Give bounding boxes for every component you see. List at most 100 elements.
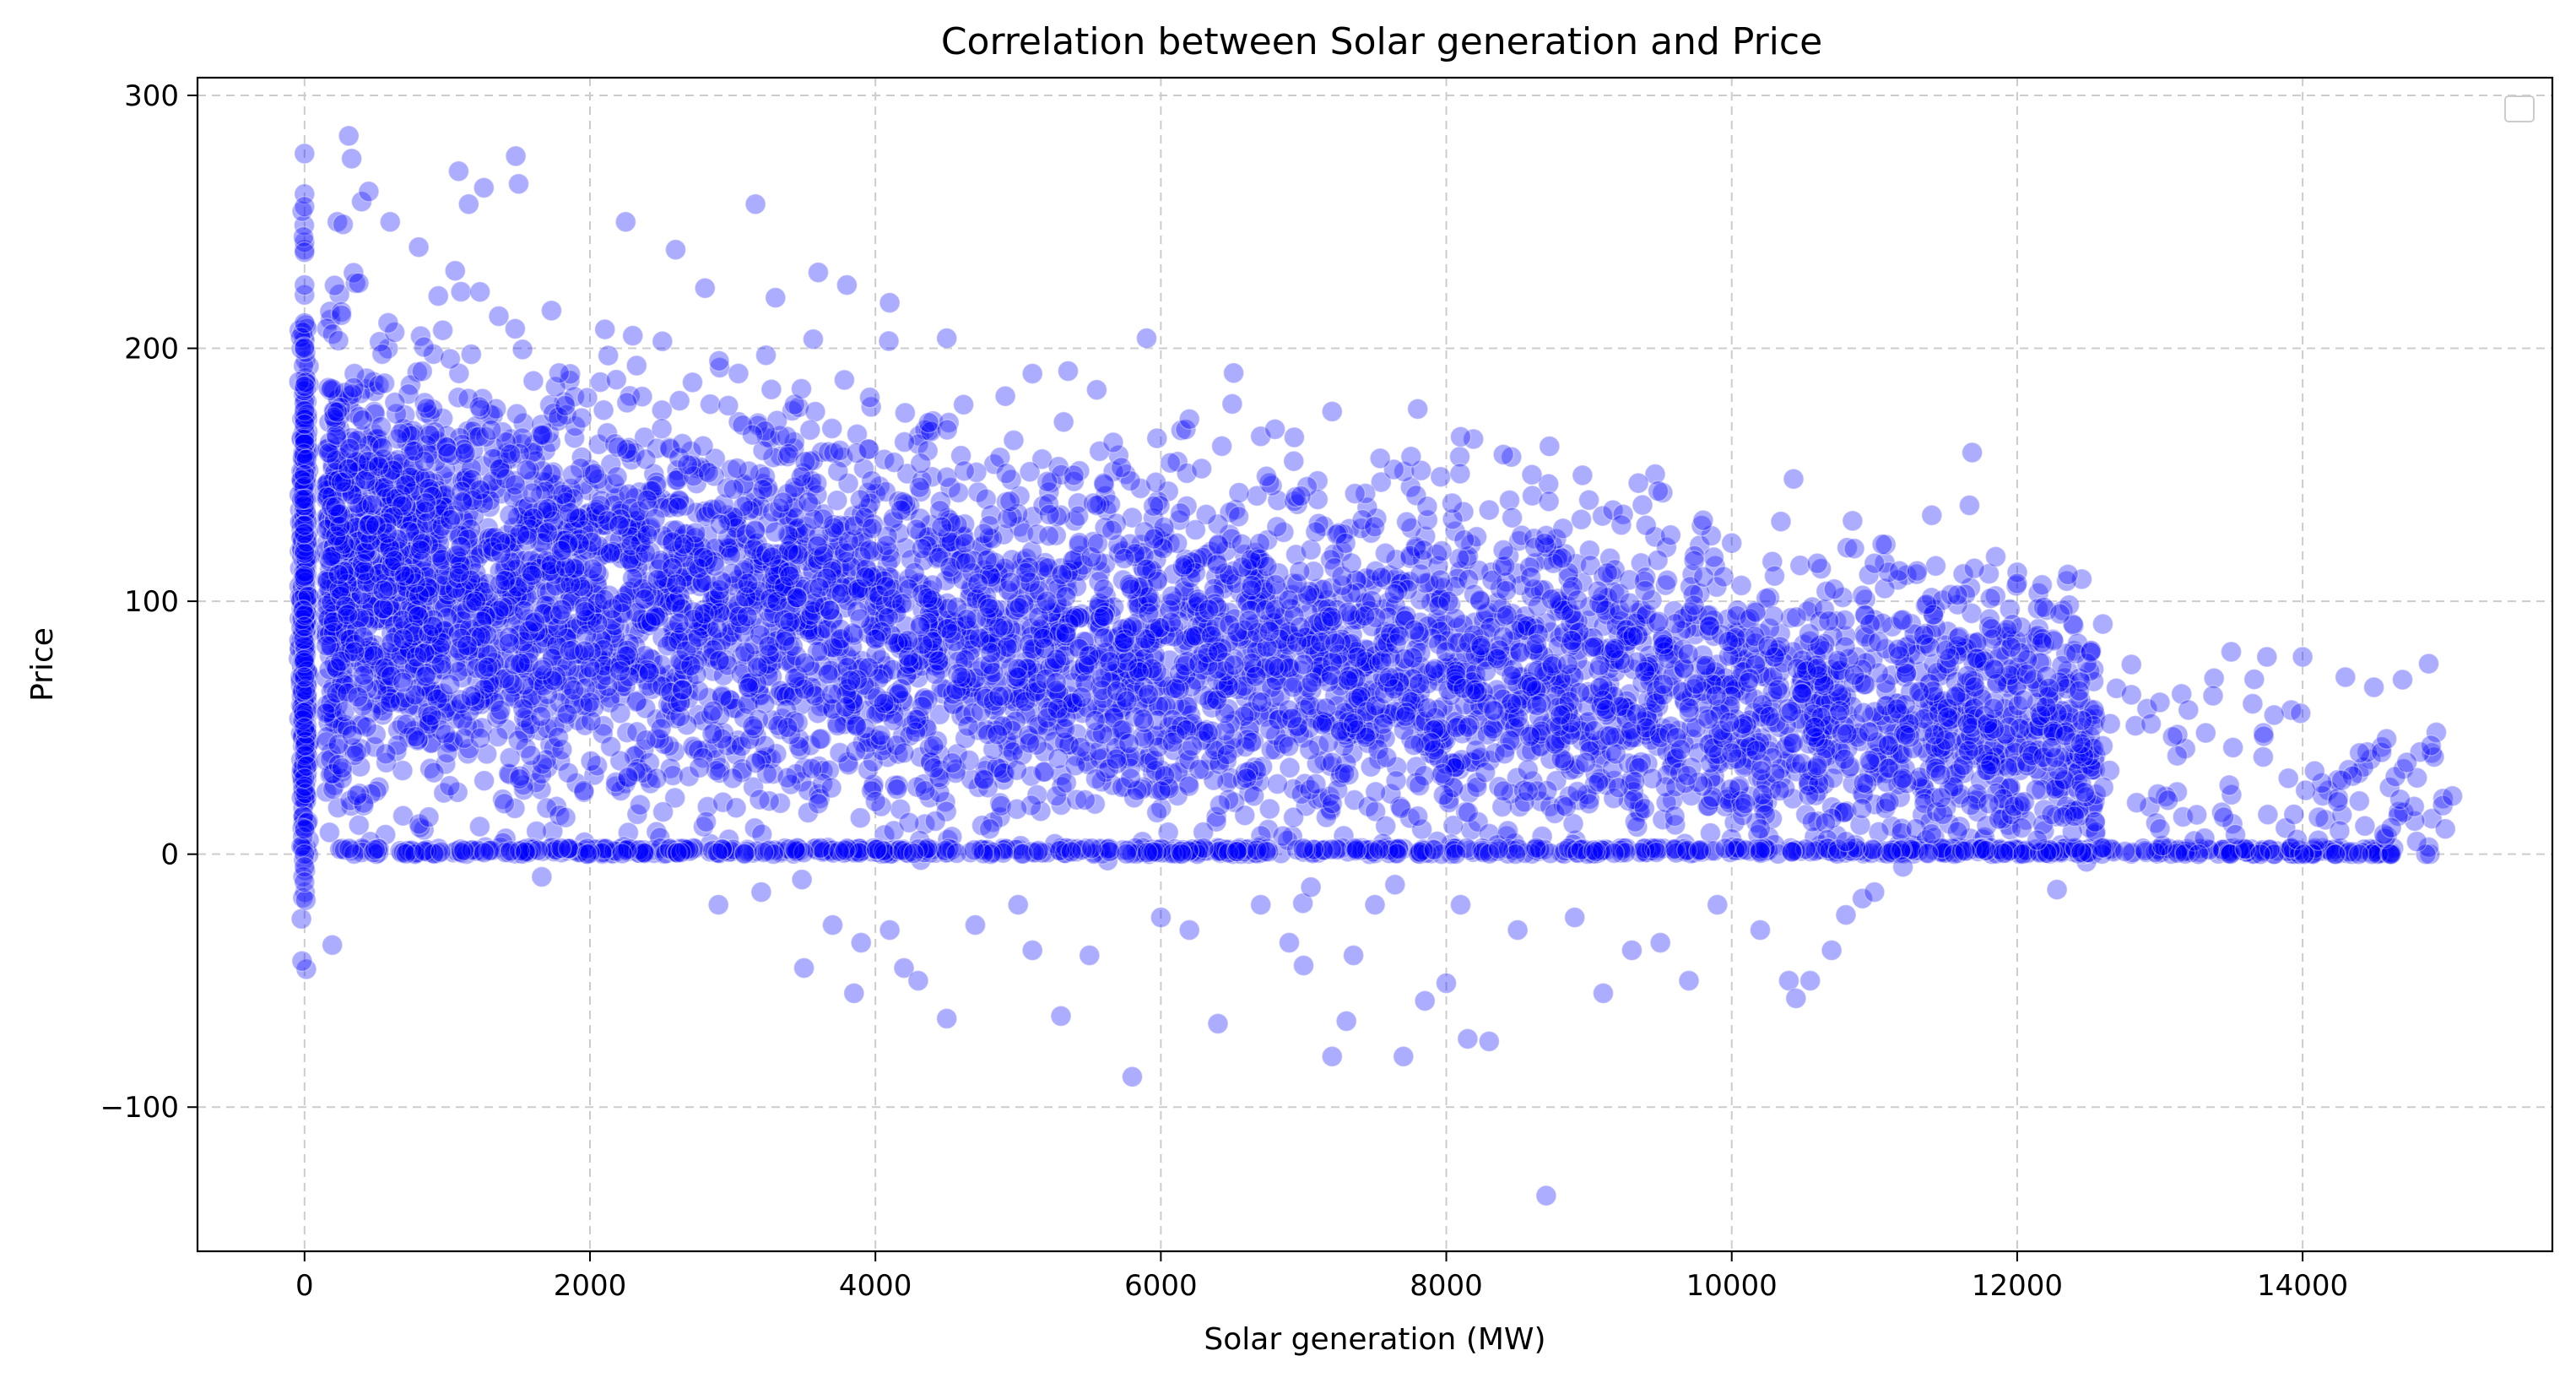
data-point	[1159, 452, 1182, 474]
data-point	[295, 550, 317, 572]
data-point	[293, 550, 315, 572]
data-point	[295, 594, 317, 616]
data-point	[297, 732, 320, 754]
data-point	[511, 339, 533, 361]
data-point	[1055, 586, 1077, 608]
data-point	[292, 805, 314, 827]
data-point	[605, 369, 627, 391]
data-point	[295, 503, 317, 525]
data-point	[755, 344, 777, 366]
data-point	[294, 735, 317, 757]
data-point	[291, 766, 313, 788]
data-point	[1656, 569, 1679, 591]
data-point	[295, 768, 317, 790]
data-point	[297, 843, 320, 865]
data-point	[1374, 542, 1397, 564]
data-point	[291, 510, 313, 532]
data-point	[1069, 736, 1091, 758]
data-point	[291, 471, 313, 493]
data-point	[728, 362, 750, 385]
data-point	[1003, 429, 1025, 452]
data-point	[295, 440, 317, 462]
data-point	[295, 735, 317, 758]
data-point	[821, 417, 843, 440]
data-point	[291, 766, 313, 788]
data-point	[2057, 563, 2079, 586]
data-point	[1517, 759, 1540, 781]
grid-lines	[198, 78, 2552, 1251]
data-point	[292, 519, 315, 541]
data-point	[295, 598, 318, 620]
data-point	[295, 572, 317, 594]
data-point	[294, 239, 316, 261]
data-point	[295, 429, 317, 452]
data-point	[833, 369, 856, 391]
data-point	[1627, 472, 1649, 494]
data-point	[293, 663, 315, 685]
data-point	[594, 318, 616, 340]
data-point	[473, 770, 495, 792]
data-point	[295, 705, 318, 727]
data-point	[294, 542, 316, 564]
data-point	[504, 317, 527, 340]
data-point	[295, 504, 317, 526]
data-point	[293, 724, 316, 746]
data-point	[1169, 502, 1192, 524]
data-point	[295, 542, 317, 565]
data-point	[291, 516, 313, 539]
data-point	[1384, 874, 1406, 896]
data-point	[749, 789, 771, 811]
data-point	[599, 542, 621, 565]
data-point	[292, 778, 314, 800]
data-point	[295, 572, 317, 595]
data-point	[293, 608, 315, 630]
data-point	[1370, 567, 1393, 588]
data-point	[290, 694, 312, 717]
data-point	[296, 733, 318, 756]
data-point	[699, 393, 722, 415]
data-point	[1344, 482, 1366, 505]
data-point	[294, 495, 316, 518]
data-point	[292, 637, 315, 659]
data-point	[295, 789, 317, 811]
data-point	[1300, 876, 1322, 898]
data-point	[295, 671, 317, 693]
data-point	[296, 785, 318, 807]
data-point	[293, 783, 315, 805]
data-point	[292, 476, 314, 498]
data-point	[468, 816, 491, 838]
data-point	[292, 449, 314, 471]
data-point	[293, 692, 316, 713]
data-point	[2031, 574, 2054, 596]
data-point	[427, 285, 449, 307]
data-point	[1053, 411, 1074, 433]
data-point	[293, 491, 315, 513]
data-point	[291, 627, 313, 650]
data-point	[294, 455, 316, 477]
data-point	[292, 587, 315, 609]
data-point	[295, 663, 317, 685]
data-point	[294, 488, 317, 510]
data-point	[294, 505, 316, 527]
data-point	[295, 684, 318, 706]
data-point	[293, 664, 315, 686]
data-point	[1958, 494, 1981, 517]
data-point	[1572, 464, 1594, 486]
data-point	[557, 762, 579, 784]
data-point	[1282, 806, 1305, 828]
data-point	[294, 561, 316, 583]
data-point	[522, 370, 544, 392]
data-points	[288, 125, 2464, 1207]
data-point	[858, 387, 881, 409]
data-point	[292, 728, 314, 750]
data-point	[411, 361, 433, 382]
data-point	[295, 602, 317, 624]
data-point	[289, 637, 311, 659]
data-point	[1702, 546, 1725, 568]
data-point	[295, 456, 318, 479]
data-point	[293, 780, 316, 802]
data-point	[294, 697, 317, 719]
data-point	[293, 464, 316, 486]
data-point	[668, 389, 690, 412]
data-point	[291, 659, 313, 681]
